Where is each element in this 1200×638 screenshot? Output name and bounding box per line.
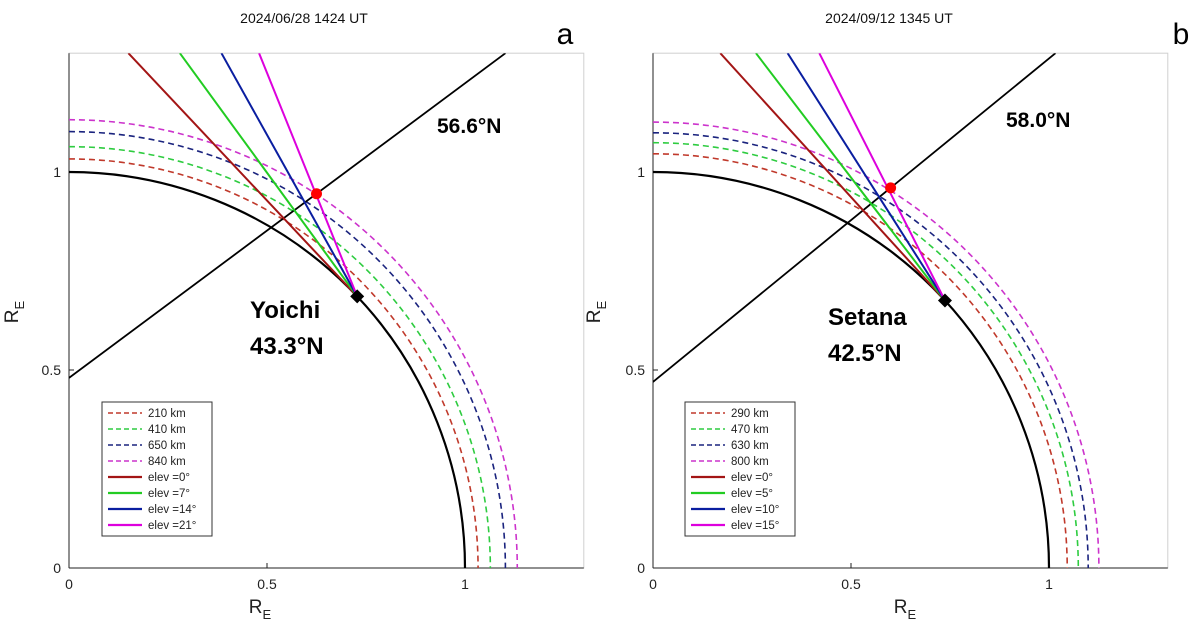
panel-a-legend-label: elev =21° xyxy=(148,520,196,532)
panel-b: 2024/09/12 1345 UT b RE RE 0 0.5 1 0 0.5 1 Set… xyxy=(584,10,1189,622)
panel-a-beam-2 xyxy=(179,53,359,298)
panel-b-y-tick-label: 1 xyxy=(637,164,645,180)
panel-b-letter: b xyxy=(1173,18,1190,51)
panel-b-station-name: Setana xyxy=(828,304,907,331)
panel-a-station-marker xyxy=(350,289,365,304)
panel-b-legend-label: 800 km xyxy=(731,456,769,468)
panel-a-station-name: Yoichi xyxy=(250,297,320,324)
panel-a-legend-label: 840 km xyxy=(148,456,186,468)
panel-b-legend-label: elev =15° xyxy=(731,520,779,532)
panel-a-legend-label: 410 km xyxy=(148,424,186,436)
panel-a-altitude-arc-2 xyxy=(69,145,492,568)
panel-a-altitude-arc-3 xyxy=(69,130,507,568)
panel-a-legend-label: 650 km xyxy=(148,440,186,452)
panel-a-ylabel: RE xyxy=(2,300,27,323)
panel-b-meridian-label: 58.0°N xyxy=(1006,109,1070,132)
panel-b-altitude-arc-3 xyxy=(653,131,1089,568)
panel-b-legend-label: elev =0° xyxy=(731,472,773,484)
panel-b-beam-2 xyxy=(755,53,946,302)
panel-a-xlabel: RE xyxy=(249,597,272,622)
panel-a-title: 2024/06/28 1424 UT xyxy=(240,10,368,26)
panel-a-beam-1 xyxy=(127,53,358,298)
panel-a-station-lat: 43.3°N xyxy=(250,333,324,360)
panel-b-x-tick-label: 1 xyxy=(1045,576,1053,592)
panel-a-x-tick-label: 0 xyxy=(65,576,73,592)
panel-b-altitude-arc-2 xyxy=(653,141,1080,568)
panel-a-legend-label: 210 km xyxy=(148,408,186,420)
panel-b-legend-label: 290 km xyxy=(731,408,769,420)
panel-b-legend-box xyxy=(684,401,796,537)
panel-a-legend-label: elev =7° xyxy=(148,488,190,500)
panel-b-legend-label: 630 km xyxy=(731,440,769,452)
panel-a-meridian-label: 56.6°N xyxy=(437,115,501,138)
panel-b-station-lat: 42.5°N xyxy=(828,340,902,367)
panel-a-altitude-arc-4 xyxy=(69,118,519,568)
panel-b-intersection-point xyxy=(885,182,897,194)
panel-a-letter: a xyxy=(557,18,574,51)
panel-b-altitude-arc-1 xyxy=(653,152,1069,568)
panel-b-beam-3 xyxy=(786,53,946,302)
panel-a-intersection-point xyxy=(311,188,322,200)
panel-b-legend-label: elev =10° xyxy=(731,504,779,516)
panel-b-title: 2024/09/12 1345 UT xyxy=(825,10,953,26)
panel-b-station-marker xyxy=(937,293,952,308)
panel-b-beam-4 xyxy=(818,53,946,301)
panel-a-altitude-arc-1 xyxy=(69,158,479,568)
panel-a-latitude-line xyxy=(69,53,506,379)
panel-a-y-tick-label: 1 xyxy=(53,164,61,180)
panel-a-legend-label: elev =14° xyxy=(148,504,196,516)
panel-b-y-tick-label: 0.5 xyxy=(626,362,646,378)
panel-b-latitude-line xyxy=(653,53,1057,383)
panel-a-y-tick-label: 0.5 xyxy=(42,362,62,378)
panel-a-x-tick-label: 1 xyxy=(461,576,469,592)
panel-b-x-tick-label: 0.5 xyxy=(841,576,861,592)
panel-b-y-tick-label: 0 xyxy=(637,560,645,576)
panel-b-x-tick-label: 0 xyxy=(649,576,657,592)
panel-a-legend-box xyxy=(101,401,213,537)
panel-a-beam-3 xyxy=(220,53,359,297)
panel-b-beam-1 xyxy=(719,53,946,302)
panel-b-legend-label: elev =5° xyxy=(731,488,773,500)
panel-b-xlabel: RE xyxy=(894,597,917,622)
panel-a-y-tick-label: 0 xyxy=(53,560,61,576)
panel-a-beam-4 xyxy=(258,53,359,297)
panel-a-x-tick-label: 0.5 xyxy=(257,576,277,592)
panel-a-legend-label: elev =0° xyxy=(148,472,190,484)
panel-b-ylabel: RE xyxy=(584,300,609,323)
panel-b-legend-label: 470 km xyxy=(731,424,769,436)
panel-b-altitude-arc-4 xyxy=(653,121,1100,568)
panel-b-legend: 290 km 470 km 630 km 800 km elev =0° elev =5°… xyxy=(684,401,796,537)
panel-a-legend: 210 km 410 km 650 km 840 km elev =0° elev =7°… xyxy=(101,401,213,537)
panel-a: 2024/06/28 1424 UT a RE RE 0 0.5 1 0 0.5 1 Yoi… xyxy=(2,10,585,622)
